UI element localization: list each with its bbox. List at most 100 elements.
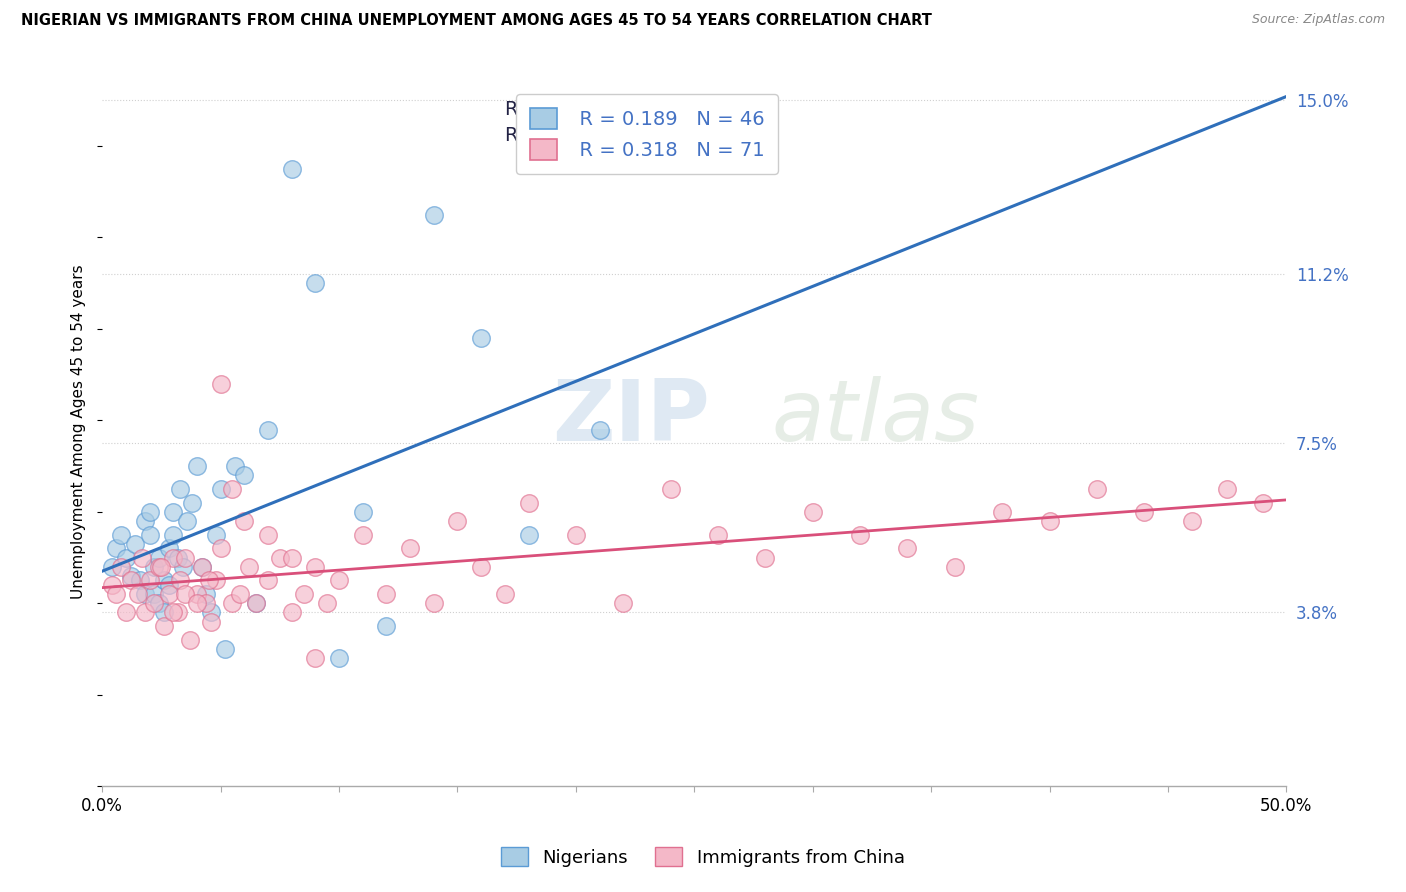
Point <box>707 527 730 541</box>
Point <box>280 606 302 620</box>
Point <box>375 587 398 601</box>
Point <box>991 505 1014 519</box>
Text: R =: R = <box>505 100 547 119</box>
Point <box>134 606 156 620</box>
Point <box>179 632 201 647</box>
Point <box>176 514 198 528</box>
Point <box>169 574 191 588</box>
Point <box>157 541 180 556</box>
Point <box>214 642 236 657</box>
Point <box>190 559 212 574</box>
Legend:   R = 0.189   N = 46,   R = 0.318   N = 71: R = 0.189 N = 46, R = 0.318 N = 71 <box>516 95 778 174</box>
Point <box>517 496 540 510</box>
Point <box>612 596 634 610</box>
Point <box>110 527 132 541</box>
Point <box>157 587 180 601</box>
Point <box>186 459 208 474</box>
Point <box>228 587 250 601</box>
Text: NIGERIAN VS IMMIGRANTS FROM CHINA UNEMPLOYMENT AMONG AGES 45 TO 54 YEARS CORRELA: NIGERIAN VS IMMIGRANTS FROM CHINA UNEMPL… <box>21 13 932 29</box>
Point <box>209 482 232 496</box>
Point <box>167 550 190 565</box>
Point <box>174 587 197 601</box>
Point <box>205 574 228 588</box>
Text: ZIP: ZIP <box>553 376 710 459</box>
Point <box>1181 514 1204 528</box>
Point <box>470 331 492 345</box>
Point <box>352 527 374 541</box>
Point <box>280 550 302 565</box>
Point <box>152 619 174 633</box>
Point <box>131 550 153 565</box>
Point <box>221 596 243 610</box>
Point <box>148 596 170 610</box>
Point <box>1251 496 1274 510</box>
Point <box>138 505 160 519</box>
Point <box>162 606 184 620</box>
Point <box>129 574 152 588</box>
Point <box>896 541 918 556</box>
Point <box>221 482 243 496</box>
Point <box>269 550 291 565</box>
Point <box>167 606 190 620</box>
Point <box>849 527 872 541</box>
Point <box>588 423 610 437</box>
Point <box>375 619 398 633</box>
Point <box>150 559 173 574</box>
Point <box>304 651 326 665</box>
Point <box>292 587 315 601</box>
Point <box>233 468 256 483</box>
Point <box>316 596 339 610</box>
Point <box>115 606 138 620</box>
Point <box>233 514 256 528</box>
Point <box>120 569 142 583</box>
Point <box>224 459 246 474</box>
Point <box>200 606 222 620</box>
Point <box>754 550 776 565</box>
Point <box>197 574 219 588</box>
Point <box>257 574 280 588</box>
Point <box>152 574 174 588</box>
Point <box>245 596 267 610</box>
Point <box>100 559 122 574</box>
Point <box>134 587 156 601</box>
Text: R =: R = <box>505 126 547 145</box>
Point <box>138 527 160 541</box>
Point <box>172 559 194 574</box>
Point <box>157 578 180 592</box>
Point <box>423 596 446 610</box>
Point <box>143 596 166 610</box>
Point <box>134 514 156 528</box>
Point <box>190 559 212 574</box>
Point <box>328 651 350 665</box>
Point <box>470 559 492 574</box>
Text: N =: N = <box>599 126 655 145</box>
Point <box>143 587 166 601</box>
Point <box>200 615 222 629</box>
Legend: Nigerians, Immigrants from China: Nigerians, Immigrants from China <box>494 840 912 874</box>
Point <box>186 587 208 601</box>
Point <box>138 574 160 588</box>
Point <box>659 482 682 496</box>
Text: N =: N = <box>599 100 655 119</box>
Point <box>195 587 218 601</box>
Point <box>1216 482 1239 496</box>
Point <box>304 276 326 290</box>
Point <box>304 559 326 574</box>
Point <box>105 587 128 601</box>
Point <box>1133 505 1156 519</box>
Point <box>494 587 516 601</box>
Text: atlas: atlas <box>772 376 979 459</box>
Point <box>186 596 208 610</box>
Point <box>352 505 374 519</box>
Point <box>115 550 138 565</box>
Point <box>100 578 122 592</box>
Point <box>517 527 540 541</box>
Point <box>328 574 350 588</box>
Point <box>120 574 142 588</box>
Point <box>399 541 422 556</box>
Point <box>943 559 966 574</box>
Point <box>1085 482 1108 496</box>
Point <box>174 550 197 565</box>
Point <box>205 527 228 541</box>
Point <box>446 514 468 528</box>
